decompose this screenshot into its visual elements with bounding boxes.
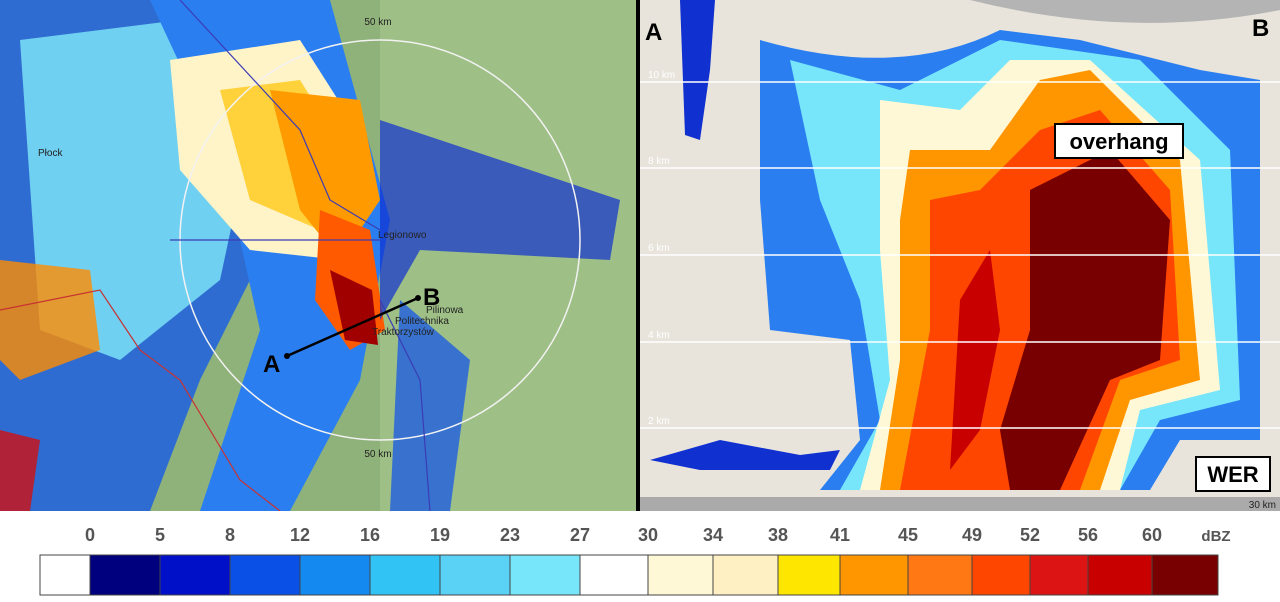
colorbar-swatch (647, 554, 714, 596)
colorbar-swatch (1151, 554, 1219, 596)
annotation: overhang (1069, 129, 1168, 154)
point-label: A (263, 351, 280, 378)
section-end-label: B (1252, 15, 1269, 42)
section-end-label: A (645, 19, 662, 46)
colorbar-tick-label: 38 (768, 525, 788, 545)
radar-map (0, 0, 636, 511)
annotation-box (1195, 456, 1271, 492)
colorbar-tick-label: 56 (1078, 525, 1098, 545)
range-label: 30 km (1249, 500, 1276, 511)
colorbar-tick-label: 8 (225, 525, 235, 545)
colorbar-tick-label: 49 (962, 525, 982, 545)
colorbar-tick-label: 12 (290, 525, 310, 545)
colorbar-swatch (907, 554, 973, 596)
colorbar-tick-label: 27 (570, 525, 590, 545)
colorbar-swatch (509, 554, 581, 596)
colorbar-tick-label: 5 (155, 525, 165, 545)
colorbar-tick-label: 0 (85, 525, 95, 545)
height-label: 4 km (648, 330, 670, 341)
map-label: Traktorzystów (372, 327, 435, 338)
colorbar-tick-label: 23 (500, 525, 520, 545)
colorbar: 0 5 8 12 16 19 23 27 30 34 38 41 45 49 52 56 60 (39, 525, 1219, 596)
map-label: 50 km (364, 17, 391, 28)
colorbar-swatch (229, 554, 301, 596)
colorbar-swatch (39, 554, 91, 596)
colorbar-swatch (439, 554, 511, 596)
colorbar-swatch (712, 554, 779, 596)
colorbar-swatch (1029, 554, 1089, 596)
colorbar-tick-label: 16 (360, 525, 380, 545)
colorbar-swatch (777, 554, 841, 596)
height-label: 8 km (648, 156, 670, 167)
map-label: 50 km (364, 449, 391, 460)
height-label: 10 km (648, 70, 675, 81)
colorbar-swatch (89, 554, 161, 596)
height-label: 2 km (648, 416, 670, 427)
colorbar-swatch (299, 554, 371, 596)
colorbar-tick-label: 19 (430, 525, 450, 545)
colorbar-tick-label: 45 (898, 525, 918, 545)
colorbar-swatch (579, 554, 649, 596)
point-label: B (423, 284, 440, 311)
colorbar-tick-label: 30 (638, 525, 658, 545)
map-label: Pilinowa (426, 305, 464, 316)
colorbar-tick-label: 52 (1020, 525, 1040, 545)
colorbar-swatch (839, 554, 909, 596)
colorbar-swatch (369, 554, 441, 596)
colorbar-swatch (159, 554, 231, 596)
colorbar-swatch (1087, 554, 1153, 596)
colorbar-tick-label: 34 (703, 525, 723, 545)
colorbar-unit: dBZ (1201, 528, 1230, 545)
height-label: 6 km (648, 243, 670, 254)
height-grid (640, 81, 1280, 429)
colorbar-swatch (971, 554, 1031, 596)
colorbar-tick-label: 60 (1142, 525, 1162, 545)
annotation-box (1054, 123, 1184, 159)
map-label: Płock (38, 148, 63, 159)
cross-section (640, 0, 1280, 511)
annotation: WER (1207, 462, 1258, 487)
divider (636, 0, 640, 511)
map-label: Legionowo (378, 230, 427, 241)
map-label: Politechnika (395, 316, 449, 327)
colorbar-tick-label: 41 (830, 525, 850, 545)
